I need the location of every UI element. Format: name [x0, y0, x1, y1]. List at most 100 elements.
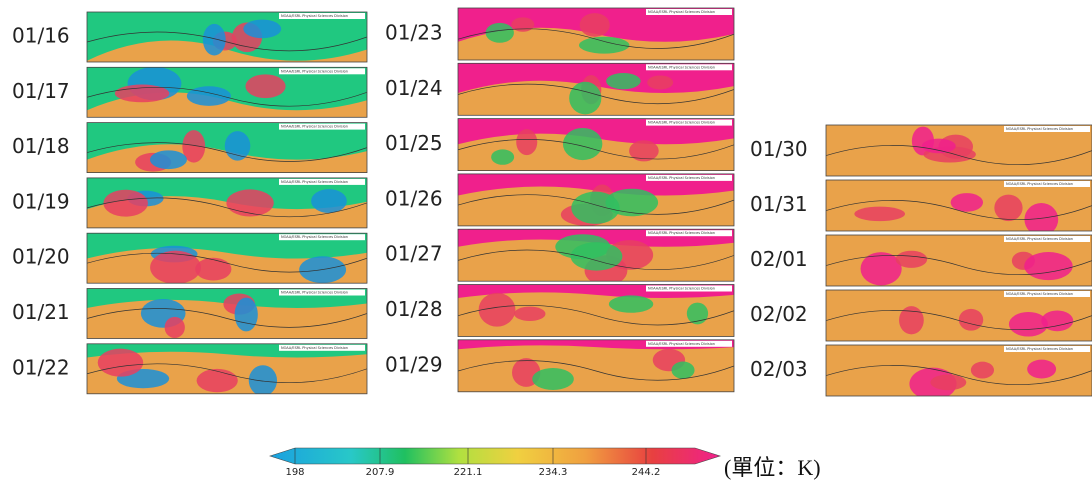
- map-panel: NOAA/ESRL Physical Sciences Division: [825, 124, 1092, 177]
- panel-frame: [825, 124, 1092, 177]
- colorbar-label: 207.9: [366, 467, 395, 478]
- map-blob: [579, 36, 630, 54]
- contour: [458, 360, 734, 381]
- map-blob: [1008, 311, 1048, 337]
- credit-box: [1004, 346, 1090, 352]
- map-panel: NOAA/ESRL Physical Sciences Division: [86, 177, 368, 229]
- map-blob: [671, 361, 695, 379]
- date-label: 01/18: [12, 134, 70, 158]
- map-blob: [196, 368, 238, 393]
- contour: [87, 142, 367, 162]
- map-panel: NOAA/ESRL Physical Sciences Division: [86, 343, 368, 395]
- map-content: [458, 63, 734, 116]
- credit-box: [1004, 236, 1090, 242]
- map-panel: NOAA/ESRL Physical Sciences Division: [86, 232, 368, 284]
- map-blob: [686, 302, 709, 325]
- map-blob: [226, 189, 274, 217]
- panel-frame: [86, 288, 368, 339]
- panel-frame: [86, 122, 368, 173]
- map-blob: [150, 250, 202, 284]
- map-content: [458, 118, 734, 171]
- map-content: [87, 343, 367, 394]
- map-blob: [629, 140, 659, 162]
- credit: NOAA/ESRL Physical Sciences Division: [648, 176, 715, 180]
- credit-box: [279, 123, 365, 130]
- contour: [826, 255, 1092, 275]
- map-band: [87, 177, 367, 210]
- map-blob: [562, 127, 603, 161]
- date-label: 01/23: [385, 21, 443, 45]
- credit-box: [279, 234, 365, 241]
- contour: [87, 86, 367, 107]
- map-content: [87, 67, 367, 118]
- contour: [458, 28, 734, 49]
- map-content: [87, 233, 367, 284]
- contour: [826, 365, 1092, 385]
- date-label: 01/31: [750, 192, 808, 216]
- panel-frame: [825, 179, 1092, 232]
- contour: [87, 363, 367, 384]
- credit: NOAA/ESRL Physical Sciences Division: [281, 180, 348, 184]
- map-blob: [243, 19, 282, 39]
- map-content: [87, 122, 367, 173]
- map-blob: [224, 131, 251, 161]
- credit: NOAA/ESRL Physical Sciences Division: [1006, 292, 1073, 296]
- map-blob: [149, 150, 187, 170]
- date-label: 01/22: [12, 355, 70, 379]
- panel-frame: [457, 339, 735, 393]
- date-label: 01/20: [12, 245, 70, 269]
- contour: [87, 252, 367, 273]
- credit: NOAA/ESRL Physical Sciences Division: [648, 231, 715, 235]
- map-blob: [570, 242, 623, 271]
- credit: NOAA/ESRL Physical Sciences Division: [648, 10, 715, 14]
- map-blob: [186, 86, 232, 106]
- credit: NOAA/ESRL Physical Sciences Division: [1006, 127, 1073, 131]
- map-panel: NOAA/ESRL Physical Sciences Division: [457, 118, 735, 171]
- date-label: 02/02: [750, 302, 808, 326]
- colorbar-label: 221.1: [454, 467, 483, 478]
- credit: NOAA/ESRL Physical Sciences Division: [281, 14, 348, 18]
- map-blob: [164, 316, 185, 339]
- map-blob: [958, 308, 984, 331]
- panel-frame: [825, 289, 1092, 342]
- map-blob: [606, 73, 641, 90]
- credit: NOAA/ESRL Physical Sciences Division: [281, 69, 348, 73]
- credit: NOAA/ESRL Physical Sciences Division: [281, 125, 348, 129]
- map-blob: [103, 189, 148, 217]
- map-blob: [921, 138, 956, 154]
- date-label: 01/25: [385, 131, 443, 155]
- colorbar-label: 198: [285, 467, 304, 478]
- panel-frame: [457, 62, 735, 116]
- contour: [87, 31, 367, 52]
- panel-frame: [457, 118, 735, 171]
- credit: NOAA/ESRL Physical Sciences Division: [648, 287, 715, 291]
- date-label: 01/24: [385, 76, 443, 100]
- map-blob: [234, 297, 258, 332]
- map-blob: [860, 252, 902, 286]
- credit-box: [279, 344, 365, 351]
- map-panel: NOAA/ESRL Physical Sciences Division: [825, 234, 1092, 287]
- panel-frame: [457, 173, 735, 227]
- date-label: 01/30: [750, 137, 808, 161]
- contour: [87, 308, 367, 328]
- map-blob: [485, 22, 514, 43]
- panel-frame: [825, 234, 1092, 287]
- map-blob: [97, 348, 144, 377]
- map-content: [458, 173, 734, 226]
- credit-box: [279, 289, 365, 296]
- map-panel: NOAA/ESRL Physical Sciences Division: [457, 284, 735, 337]
- map-content: [458, 284, 734, 337]
- contour: [458, 304, 734, 326]
- credit-box: [1004, 126, 1090, 132]
- map-blob: [579, 13, 610, 37]
- colorbar: [269, 447, 721, 465]
- date-label: 01/21: [12, 300, 70, 324]
- map-blob: [895, 250, 928, 268]
- map-panel: NOAA/ESRL Physical Sciences Division: [457, 228, 735, 282]
- map-panel: NOAA/ESRL Physical Sciences Division: [825, 289, 1092, 342]
- contour: [458, 194, 734, 215]
- map-blob: [571, 191, 620, 224]
- map-blob: [970, 361, 995, 379]
- map-blob: [514, 306, 546, 322]
